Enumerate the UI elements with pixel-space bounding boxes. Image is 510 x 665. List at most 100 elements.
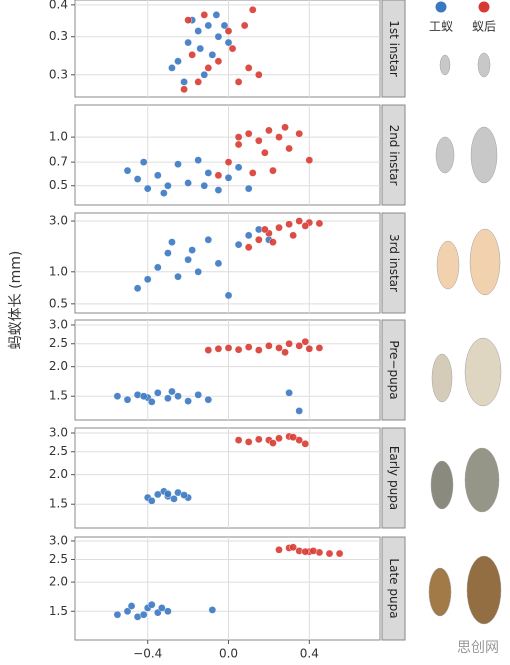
strip-background — [381, 212, 406, 314]
point — [204, 395, 213, 404]
point — [301, 222, 310, 230]
point — [174, 160, 182, 168]
point — [281, 348, 289, 357]
point — [234, 140, 243, 149]
point — [224, 27, 233, 35]
point — [139, 610, 148, 619]
point — [170, 495, 178, 503]
point — [244, 231, 253, 240]
y-tick-label: 3.0 — [49, 426, 68, 440]
point — [295, 407, 304, 415]
point — [234, 163, 243, 172]
x-tick-label: 0.4 — [300, 647, 319, 661]
point — [200, 181, 209, 190]
point — [285, 339, 293, 348]
y-tick-label: 2.0 — [49, 359, 68, 373]
point — [154, 171, 162, 180]
point — [200, 11, 209, 19]
point — [127, 602, 136, 610]
point — [204, 169, 213, 177]
point — [244, 129, 253, 138]
point — [139, 158, 148, 166]
point — [133, 284, 142, 293]
point — [168, 387, 176, 396]
point — [309, 547, 318, 555]
point — [315, 344, 324, 352]
point — [214, 344, 223, 353]
point — [240, 21, 249, 30]
point — [234, 78, 243, 86]
point — [188, 246, 196, 254]
point — [289, 543, 297, 552]
point — [184, 38, 192, 47]
point — [160, 189, 168, 197]
strip-label: Late pupa — [387, 558, 401, 618]
strip-background — [381, 104, 406, 206]
point — [147, 497, 156, 505]
point — [194, 78, 203, 86]
point — [164, 249, 172, 257]
point — [269, 238, 277, 246]
point — [174, 272, 182, 281]
y-tick-label: 2.5 — [49, 444, 68, 458]
point — [184, 397, 192, 405]
y-tick-label: 0.3 — [49, 67, 68, 81]
y-tick-label: 0.5 — [49, 178, 68, 192]
legend-marker — [478, 1, 490, 13]
y-tick-label: 0.7 — [49, 155, 68, 169]
point — [208, 606, 217, 614]
point — [204, 346, 213, 354]
point — [265, 342, 273, 350]
point — [275, 434, 283, 443]
point — [180, 78, 188, 86]
point — [164, 490, 172, 498]
strip-background — [381, 536, 406, 641]
point — [180, 491, 188, 499]
point — [265, 126, 273, 135]
point — [214, 186, 223, 194]
point — [335, 549, 344, 558]
point — [147, 600, 156, 609]
point — [123, 607, 132, 616]
point — [184, 255, 192, 264]
point — [214, 171, 223, 180]
point — [255, 136, 263, 145]
point — [204, 235, 213, 244]
point — [244, 438, 253, 446]
legend-label: 蚁后 — [472, 20, 496, 34]
y-tick-label: 0.4 — [49, 0, 68, 11]
y-axis-label: 蚂蚁体长 (mm) — [8, 251, 24, 350]
x-tick-label: −0.4 — [133, 647, 162, 661]
y-tick-label: 2.5 — [49, 336, 68, 350]
point — [180, 85, 188, 94]
point — [220, 21, 229, 30]
point — [184, 16, 192, 24]
panel-background — [74, 319, 381, 421]
point — [168, 238, 176, 246]
point — [164, 394, 172, 403]
point — [248, 6, 257, 14]
point — [147, 398, 156, 406]
point — [269, 439, 277, 447]
point — [261, 148, 269, 157]
point — [168, 64, 176, 72]
point — [194, 391, 203, 399]
y-tick-label: 1.0 — [49, 130, 68, 144]
strip-background — [381, 0, 406, 98]
point — [208, 51, 217, 59]
point — [305, 156, 314, 164]
point — [113, 610, 122, 619]
point — [224, 173, 233, 182]
y-tick-label: 1.5 — [49, 389, 68, 403]
panel-background — [74, 104, 381, 206]
point — [275, 133, 283, 141]
point — [196, 44, 205, 53]
point — [244, 343, 253, 351]
point — [234, 240, 243, 249]
point — [244, 64, 253, 72]
point — [214, 32, 223, 41]
point — [133, 175, 142, 183]
point — [214, 259, 223, 268]
x-tick-label: 0.0 — [219, 647, 238, 661]
